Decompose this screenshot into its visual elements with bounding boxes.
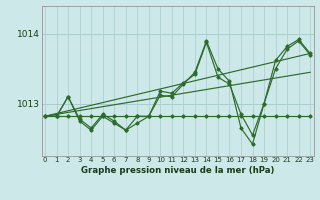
X-axis label: Graphe pression niveau de la mer (hPa): Graphe pression niveau de la mer (hPa)	[81, 166, 274, 175]
